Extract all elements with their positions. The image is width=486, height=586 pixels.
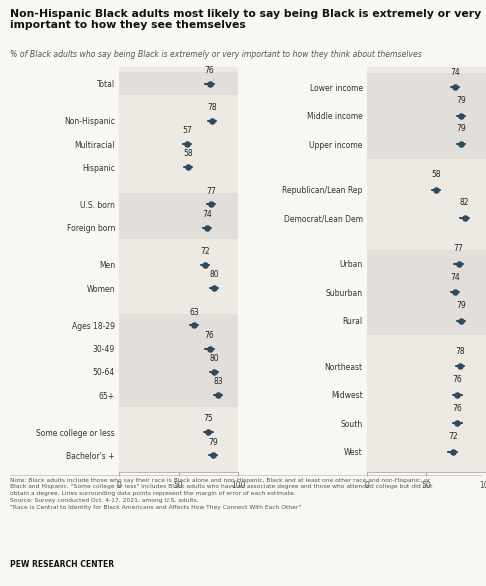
Point [457, 111, 465, 121]
Point [451, 288, 459, 297]
Text: 77: 77 [206, 187, 216, 196]
Text: 78: 78 [207, 103, 217, 112]
Bar [119, 314, 238, 337]
Bar [367, 204, 486, 233]
Text: 82: 82 [460, 199, 469, 207]
Point [203, 223, 211, 233]
Bar [367, 278, 486, 306]
Bar [367, 438, 486, 466]
Bar [367, 306, 486, 335]
Bar [367, 352, 486, 381]
Text: 74: 74 [450, 272, 460, 281]
Text: 75: 75 [204, 414, 213, 424]
Text: % of Black adults who say being Black is extremely or very important to how they: % of Black adults who say being Black is… [10, 50, 421, 59]
Bar [119, 444, 238, 467]
Point [214, 390, 222, 400]
Bar [367, 130, 486, 158]
Text: Non-Hispanic Black adults most likely to say being Black is extremely or very
im: Non-Hispanic Black adults most likely to… [10, 9, 481, 30]
Bar [367, 101, 486, 130]
Text: 63: 63 [189, 308, 199, 316]
Text: PEW RESEARCH CENTER: PEW RESEARCH CENTER [10, 560, 114, 568]
Text: 72: 72 [200, 247, 209, 256]
Bar [119, 156, 238, 179]
Bar [367, 176, 486, 204]
Point [457, 316, 465, 325]
Bar [367, 381, 486, 409]
Point [210, 284, 218, 293]
Text: 79: 79 [456, 301, 466, 310]
Bar [119, 72, 238, 96]
Bar [367, 250, 486, 278]
Text: 58: 58 [431, 170, 441, 179]
Point [190, 321, 198, 330]
Point [205, 428, 212, 437]
Point [453, 418, 461, 428]
Bar [367, 409, 486, 438]
Point [456, 362, 464, 371]
Text: 74: 74 [450, 67, 460, 77]
Text: 80: 80 [209, 270, 219, 280]
Text: 79: 79 [208, 438, 218, 447]
Bar [119, 337, 238, 360]
Text: 78: 78 [455, 346, 465, 356]
Point [453, 390, 461, 400]
Bar [119, 109, 238, 132]
Point [210, 367, 218, 376]
Text: 76: 76 [452, 404, 462, 413]
Text: 57: 57 [182, 126, 192, 135]
Point [184, 163, 192, 172]
Point [206, 344, 213, 353]
Point [209, 451, 217, 460]
Bar [119, 360, 238, 383]
Point [451, 83, 459, 92]
Point [455, 259, 463, 268]
Bar [119, 277, 238, 300]
Text: 80: 80 [209, 354, 219, 363]
Bar [119, 193, 238, 216]
Bar [119, 216, 238, 239]
Bar [119, 383, 238, 407]
Bar [119, 253, 238, 277]
Text: 74: 74 [202, 210, 212, 219]
Point [206, 79, 213, 88]
Text: 83: 83 [213, 377, 223, 386]
Text: 76: 76 [205, 66, 214, 75]
Point [207, 200, 215, 209]
Point [432, 185, 440, 195]
Point [201, 260, 208, 270]
Bar [119, 421, 238, 444]
Bar [367, 73, 486, 101]
Text: 72: 72 [448, 432, 457, 441]
Point [461, 214, 469, 223]
Text: 76: 76 [205, 331, 214, 340]
Text: 76: 76 [452, 375, 462, 384]
Point [183, 139, 191, 149]
Point [208, 116, 216, 125]
Bar [119, 132, 238, 156]
Point [457, 139, 465, 149]
Point [449, 447, 456, 456]
Text: 77: 77 [454, 244, 464, 253]
Text: 79: 79 [456, 96, 466, 105]
Text: Note: Black adults include those who say their race is Black alone and non-Hispa: Note: Black adults include those who say… [10, 478, 432, 510]
Text: 79: 79 [456, 124, 466, 134]
Text: 58: 58 [183, 149, 193, 158]
